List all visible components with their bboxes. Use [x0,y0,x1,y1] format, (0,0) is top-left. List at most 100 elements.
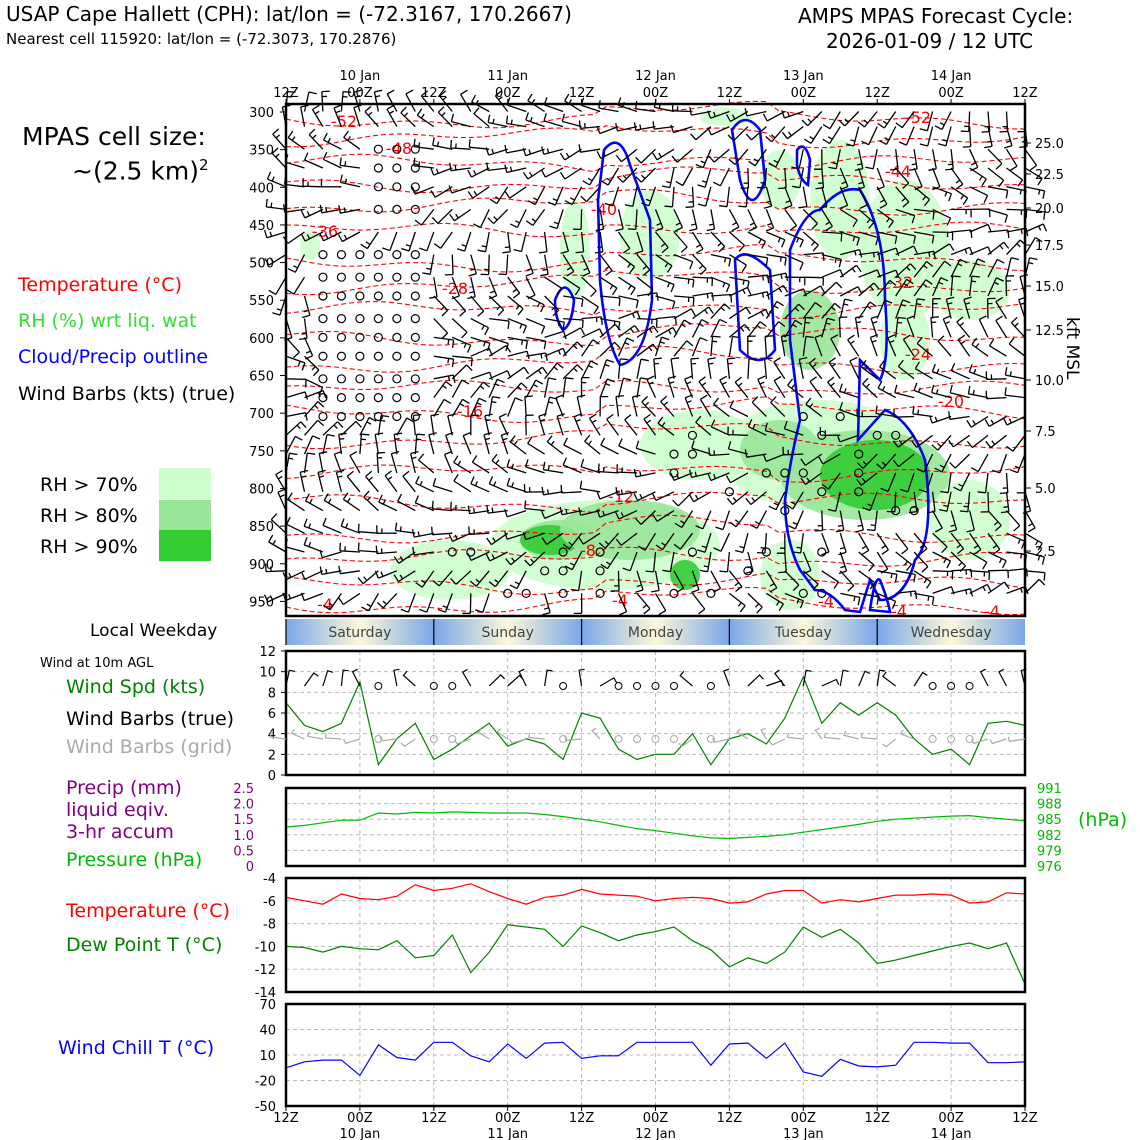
upper-wind-barb [303,518,324,534]
upper-wind-barb [963,296,972,319]
upper-wind-barb [766,253,787,266]
upper-wind-barb [430,413,439,436]
upper-wind-barb [913,592,935,606]
upper-wind-barb [773,357,786,380]
upper-wind-barb [727,126,749,142]
upper-wind-barb [697,186,712,207]
upper-wind-barb [838,551,848,575]
upper-wind-barb [467,186,490,199]
calm-wind-marker [392,163,402,173]
top-date-label: 13 Jan [783,69,824,84]
upper-wind-barb [342,492,361,512]
upper-wind-barb [522,167,545,180]
calm-wind-marker [373,374,383,384]
upper-wind-barb [651,491,675,501]
upper-wind-barb [932,231,954,241]
upper-wind-barb [450,570,472,585]
upper-wind-barb [578,144,601,153]
upper-wind-barb [340,420,362,436]
upper-wind-barb [987,551,1007,569]
upper-wind-barb [319,549,342,559]
upper-wind-barb [987,510,1002,532]
upper-wind-barb [1005,148,1018,171]
upper-wind-barb [895,316,906,338]
calm-wind-marker [872,430,882,440]
upper-wind-barb [858,186,868,209]
upper-wind-barb [987,241,1010,256]
upper-wind-barb [600,551,620,570]
upper-wind-barb [778,551,787,574]
upper-wind-barb [542,461,564,474]
bottom-time-label: 00Z [347,1111,373,1126]
pressure-tick-label: 400 [249,181,274,196]
upper-wind-barb [1010,316,1026,338]
upper-wind-barb [390,450,400,474]
upper-wind-barb [802,301,822,319]
upper-wind-barb [616,464,638,474]
upper-wind-barb [939,491,952,512]
upper-wind-barb [468,139,490,150]
upper-wind-barb [673,319,692,338]
temperature-line [285,883,1026,905]
upper-wind-barb [967,385,989,399]
grid-calm-marker [706,735,715,743]
calm-wind-marker [521,588,531,599]
upper-wind-barb [303,452,316,473]
upper-wind-barb [735,533,749,554]
rh-patch [880,300,930,380]
upper-wind-barb [727,426,748,436]
calm-wind-marker [410,313,420,324]
weekday-cell [877,619,1025,645]
upper-wind-barb [725,472,749,484]
upper-wind-barb [600,437,619,455]
upper-wind-barb [431,500,453,512]
upper-wind-barb [913,570,932,589]
upper-wind-barb [728,231,745,252]
calm-wind-marker [392,351,402,361]
upper-wind-barb [654,231,669,254]
upper-wind-barb [599,395,609,417]
upper-wind-barb [498,413,509,436]
upper-wind-barb [814,510,824,532]
calm-wind-marker [540,566,550,576]
upper-wind-barb [340,518,361,534]
upper-wind-barb [969,532,982,555]
upper-wind-barb [839,186,849,209]
upper-wind-barb [386,104,398,127]
upper-wind-barb [838,111,860,127]
calm-wind-marker [355,313,365,324]
upper-wind-barb [502,231,511,254]
upper-wind-barb [580,186,601,203]
sfc-calm-marker [374,682,383,690]
upper-wind-barb [828,149,841,170]
upper-wind-barb [505,551,527,566]
upper-wind-barb [308,128,324,150]
upper-wind-barb [544,317,565,331]
upper-wind-barb [462,431,472,455]
upper-wind-barb [584,434,601,455]
upper-wind-barb [268,276,287,295]
upper-wind-barb [525,209,546,227]
upper-wind-barb [962,126,972,148]
upper-wind-barb [631,394,641,417]
upper-wind-barb [285,412,308,421]
upper-wind-barb [766,284,789,297]
upper-wind-barb [549,209,564,230]
upper-wind-barb [615,148,638,163]
upper-wind-barb [323,593,342,611]
pressure-tick-label: 800 [249,482,274,497]
upper-wind-barb [813,149,823,170]
calm-wind-marker [854,449,864,459]
sfc-wind-barb [507,674,524,687]
calm-wind-marker [392,313,402,324]
upper-wind-barb [932,586,955,595]
upper-wind-barb [373,89,383,112]
upper-wind-barb [361,593,379,612]
upper-wind-barb [895,278,914,297]
legend-rh90-swatch [159,530,211,561]
upper-wind-barb [710,570,722,593]
upper-wind-barb [928,149,937,171]
isotherm-line [285,572,1026,595]
calm-wind-marker [392,182,402,192]
upper-wind-barb [505,115,527,128]
